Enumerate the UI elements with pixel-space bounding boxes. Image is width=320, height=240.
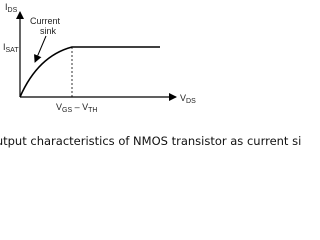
y-axis-label: IDS (5, 2, 18, 14)
caption: Output characteristics of NMOS transisto… (0, 134, 302, 148)
knee-label: VGS – VTH (56, 102, 98, 114)
annotation: sink (40, 26, 57, 36)
sat-label: ISAT (3, 42, 19, 54)
curve (19, 46, 160, 98)
annotation-arrow (34, 35, 47, 63)
annotation: Current (30, 16, 61, 26)
diagram: IDS ISAT VDS VGS – VTH Current sink Outp… (0, 2, 302, 148)
x-axis-label: VDS (180, 93, 196, 105)
